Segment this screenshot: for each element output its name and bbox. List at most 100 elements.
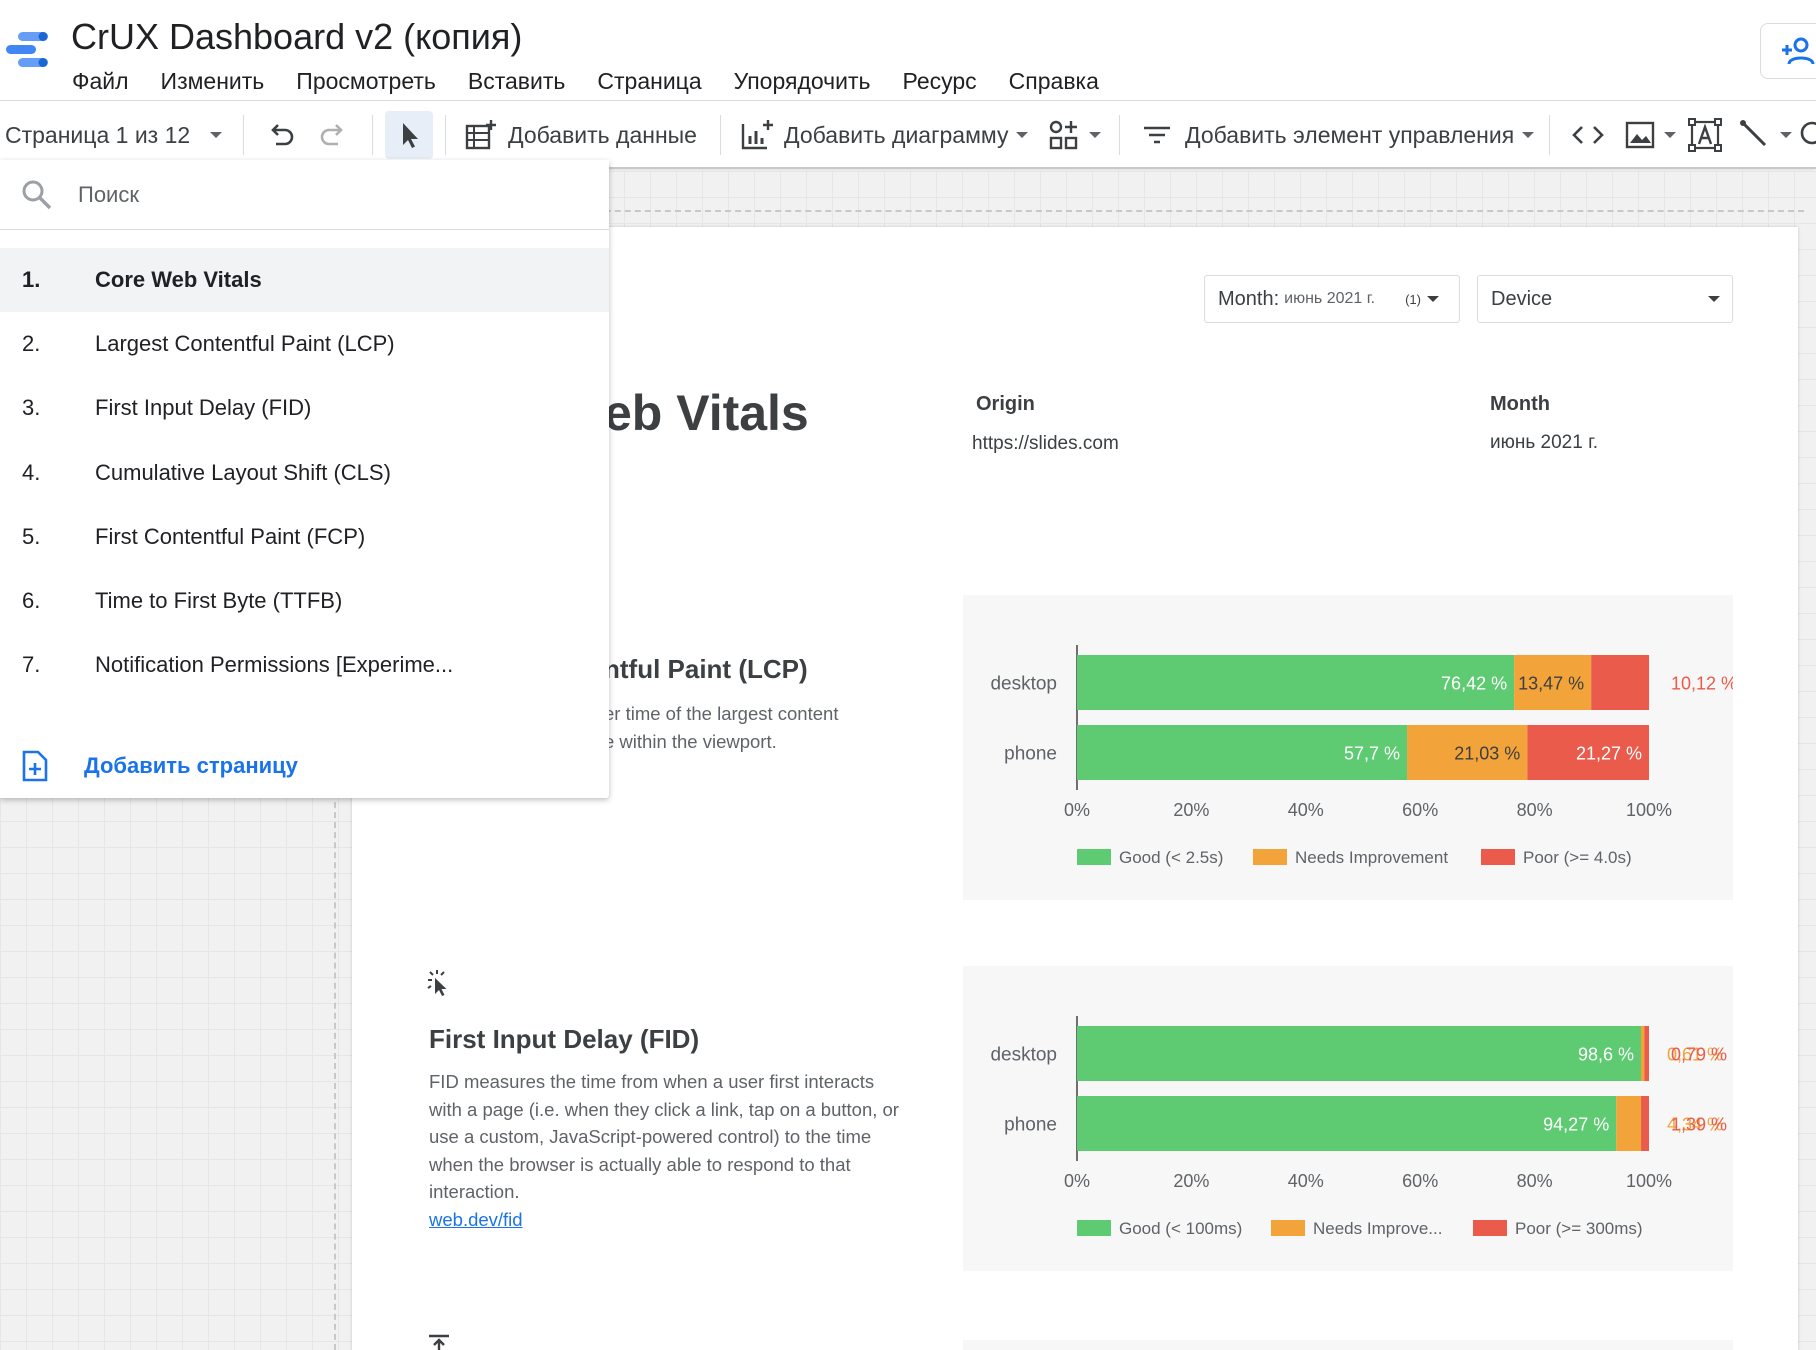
chevron-down-icon (1708, 296, 1720, 302)
menu-file[interactable]: Файл (72, 68, 129, 94)
insert-line-button[interactable] (1738, 101, 1792, 169)
bar-segment[interactable] (1077, 655, 1515, 710)
add-chart-icon (741, 120, 773, 150)
menu-help[interactable]: Справка (1008, 68, 1099, 94)
x-tick-label: 80% (1517, 1171, 1553, 1191)
page-list-item[interactable]: 7. Notification Permissions [Experime... (0, 633, 609, 697)
page-list-item[interactable]: 2. Largest Contentful Paint (LCP) (0, 312, 609, 376)
lcp-section-title: ntful Paint (LCP) (604, 654, 808, 684)
month-filter-control[interactable]: Month: июнь 2021 г. (1) (1204, 275, 1460, 323)
x-tick-label: 60% (1402, 1171, 1438, 1191)
menu-arrange[interactable]: Упорядочить (733, 68, 871, 94)
document-title[interactable]: CrUX Dashboard v2 (копия) (71, 16, 523, 57)
search-icon (22, 180, 52, 210)
x-tick-label: 40% (1288, 1171, 1324, 1191)
chevron-down-icon (1664, 132, 1676, 138)
data-studio-logo-icon[interactable] (4, 28, 50, 74)
page-list-item[interactable]: 6. Time to First Byte (TTFB) (0, 569, 609, 633)
add-page-icon (22, 750, 48, 782)
add-page-button[interactable]: Добавить страницу (0, 740, 609, 792)
x-tick-label: 20% (1173, 1171, 1209, 1191)
category-label: desktop (990, 674, 1057, 695)
toolbar-divider (372, 115, 373, 155)
menu-page[interactable]: Страница (597, 68, 702, 94)
toolbar-divider (1549, 115, 1550, 155)
add-control-label: Добавить элемент управления (1185, 121, 1515, 148)
lcp-section-description: er time of the largest content e within … (604, 700, 838, 755)
bar-segment[interactable] (1514, 655, 1592, 710)
page-selector[interactable]: Страница 1 из 12 (5, 101, 223, 169)
month-filter-count: (1) (1405, 291, 1421, 307)
add-control-button[interactable]: Добавить элемент управления (1141, 101, 1535, 169)
device-filter-label: Device (1491, 287, 1553, 310)
bar-segment[interactable] (1407, 725, 1528, 780)
chevron-down-icon (1522, 132, 1535, 138)
data-label: 4,34 % (1667, 1115, 1723, 1135)
bar-segment[interactable] (1644, 1026, 1649, 1081)
page-list-item[interactable]: 4. Cumulative Layout Shift (CLS) (0, 441, 609, 505)
page-number: 3. (22, 395, 41, 421)
lcp-chart-panel[interactable]: 0% 20% 40% 60% 80% 100% desktop 76,42 % 13,47 % 1… (963, 595, 1733, 900)
origin-value: https://slides.com (972, 433, 1119, 454)
legend-swatch (1253, 849, 1287, 865)
community-viz-button[interactable] (1047, 101, 1101, 169)
menu-view[interactable]: Просмотреть (296, 68, 436, 94)
menu-bar: Файл Изменить Просмотреть Вставить Стран… (56, 66, 1115, 96)
bar-segment[interactable] (1641, 1096, 1649, 1151)
legend-swatch (1077, 1220, 1111, 1236)
page-title: Core Web Vitals (95, 267, 262, 292)
insert-shape-button[interactable] (1798, 101, 1816, 169)
add-data-icon (465, 120, 496, 150)
page-list-item[interactable]: 5. First Contentful Paint (FCP) (0, 505, 609, 569)
x-tick-label: 80% (1517, 800, 1553, 820)
x-tick-label: 100% (1626, 1171, 1672, 1191)
data-label: 94,27 % (1543, 1115, 1609, 1135)
device-filter-control[interactable]: Device (1477, 275, 1733, 323)
page-number: 2. (22, 331, 41, 357)
menu-edit[interactable]: Изменить (160, 68, 265, 94)
toolbar-divider (720, 115, 721, 155)
page-title: Largest Contentful Paint (LCP) (95, 331, 395, 357)
fid-chart-panel[interactable]: 0% 20% 40% 60% 80% 100% desktop 98,6 % 0,61 % 0,7… (963, 966, 1733, 1271)
bar-segment[interactable] (1591, 655, 1650, 710)
insert-image-button[interactable] (1624, 101, 1676, 169)
app-header: CrUX Dashboard v2 (копия) Файл Изменить … (0, 0, 1816, 101)
menu-insert[interactable]: Вставить (467, 68, 566, 94)
lcp-distribution-chart: 0% 20% 40% 60% 80% 100% desktop 76,42 % 13,47 % 1… (990, 645, 1733, 867)
embed-url-button[interactable] (1570, 101, 1606, 169)
share-button[interactable] (1760, 23, 1816, 79)
x-tick-label: 20% (1173, 800, 1209, 820)
x-tick-label: 0% (1064, 1171, 1090, 1191)
select-tool-button[interactable] (385, 111, 433, 159)
bar-segment[interactable] (1077, 1096, 1617, 1151)
legend-label: Good (< 2.5s) (1119, 848, 1223, 867)
page-list-item[interactable]: 1. Core Web Vitals (0, 248, 609, 312)
add-chart-button[interactable]: Добавить диаграмму (740, 101, 1029, 169)
line-icon (1740, 120, 1767, 147)
data-label: 0,61 % (1667, 1045, 1723, 1065)
toolbar-divider (445, 115, 446, 155)
bar-segment[interactable] (1640, 1026, 1645, 1081)
bar-segment[interactable] (1616, 1096, 1642, 1151)
add-data-button[interactable]: Добавить данные (464, 101, 697, 169)
lcp-desc-line-2: e within the viewport. (604, 730, 777, 752)
page-indicator: Страница 1 из 12 (5, 121, 191, 148)
category-label: phone (1004, 744, 1057, 765)
redo-button[interactable] (318, 101, 348, 169)
add-person-icon (1782, 37, 1815, 65)
page-number: 6. (22, 588, 41, 613)
menu-resource[interactable]: Ресурс (902, 68, 977, 94)
bar-segment[interactable] (1077, 725, 1408, 780)
legend-label: Needs Improvement (1295, 848, 1448, 867)
data-label: 1,39 % (1671, 1115, 1727, 1135)
fid-learn-more-link[interactable]: web.dev/fid (429, 1209, 523, 1230)
page-list-item[interactable]: 3. First Input Delay (FID) (0, 376, 609, 440)
chevron-down-icon (1089, 132, 1101, 138)
add-chart-label: Добавить диаграмму (784, 121, 1009, 148)
undo-button[interactable] (266, 101, 296, 169)
bar-segment[interactable] (1077, 1026, 1641, 1081)
insert-text-button[interactable] (1688, 101, 1722, 169)
page-search-input[interactable] (78, 176, 578, 214)
x-tick-label: 0% (1064, 800, 1090, 820)
bar-segment[interactable] (1527, 725, 1649, 780)
